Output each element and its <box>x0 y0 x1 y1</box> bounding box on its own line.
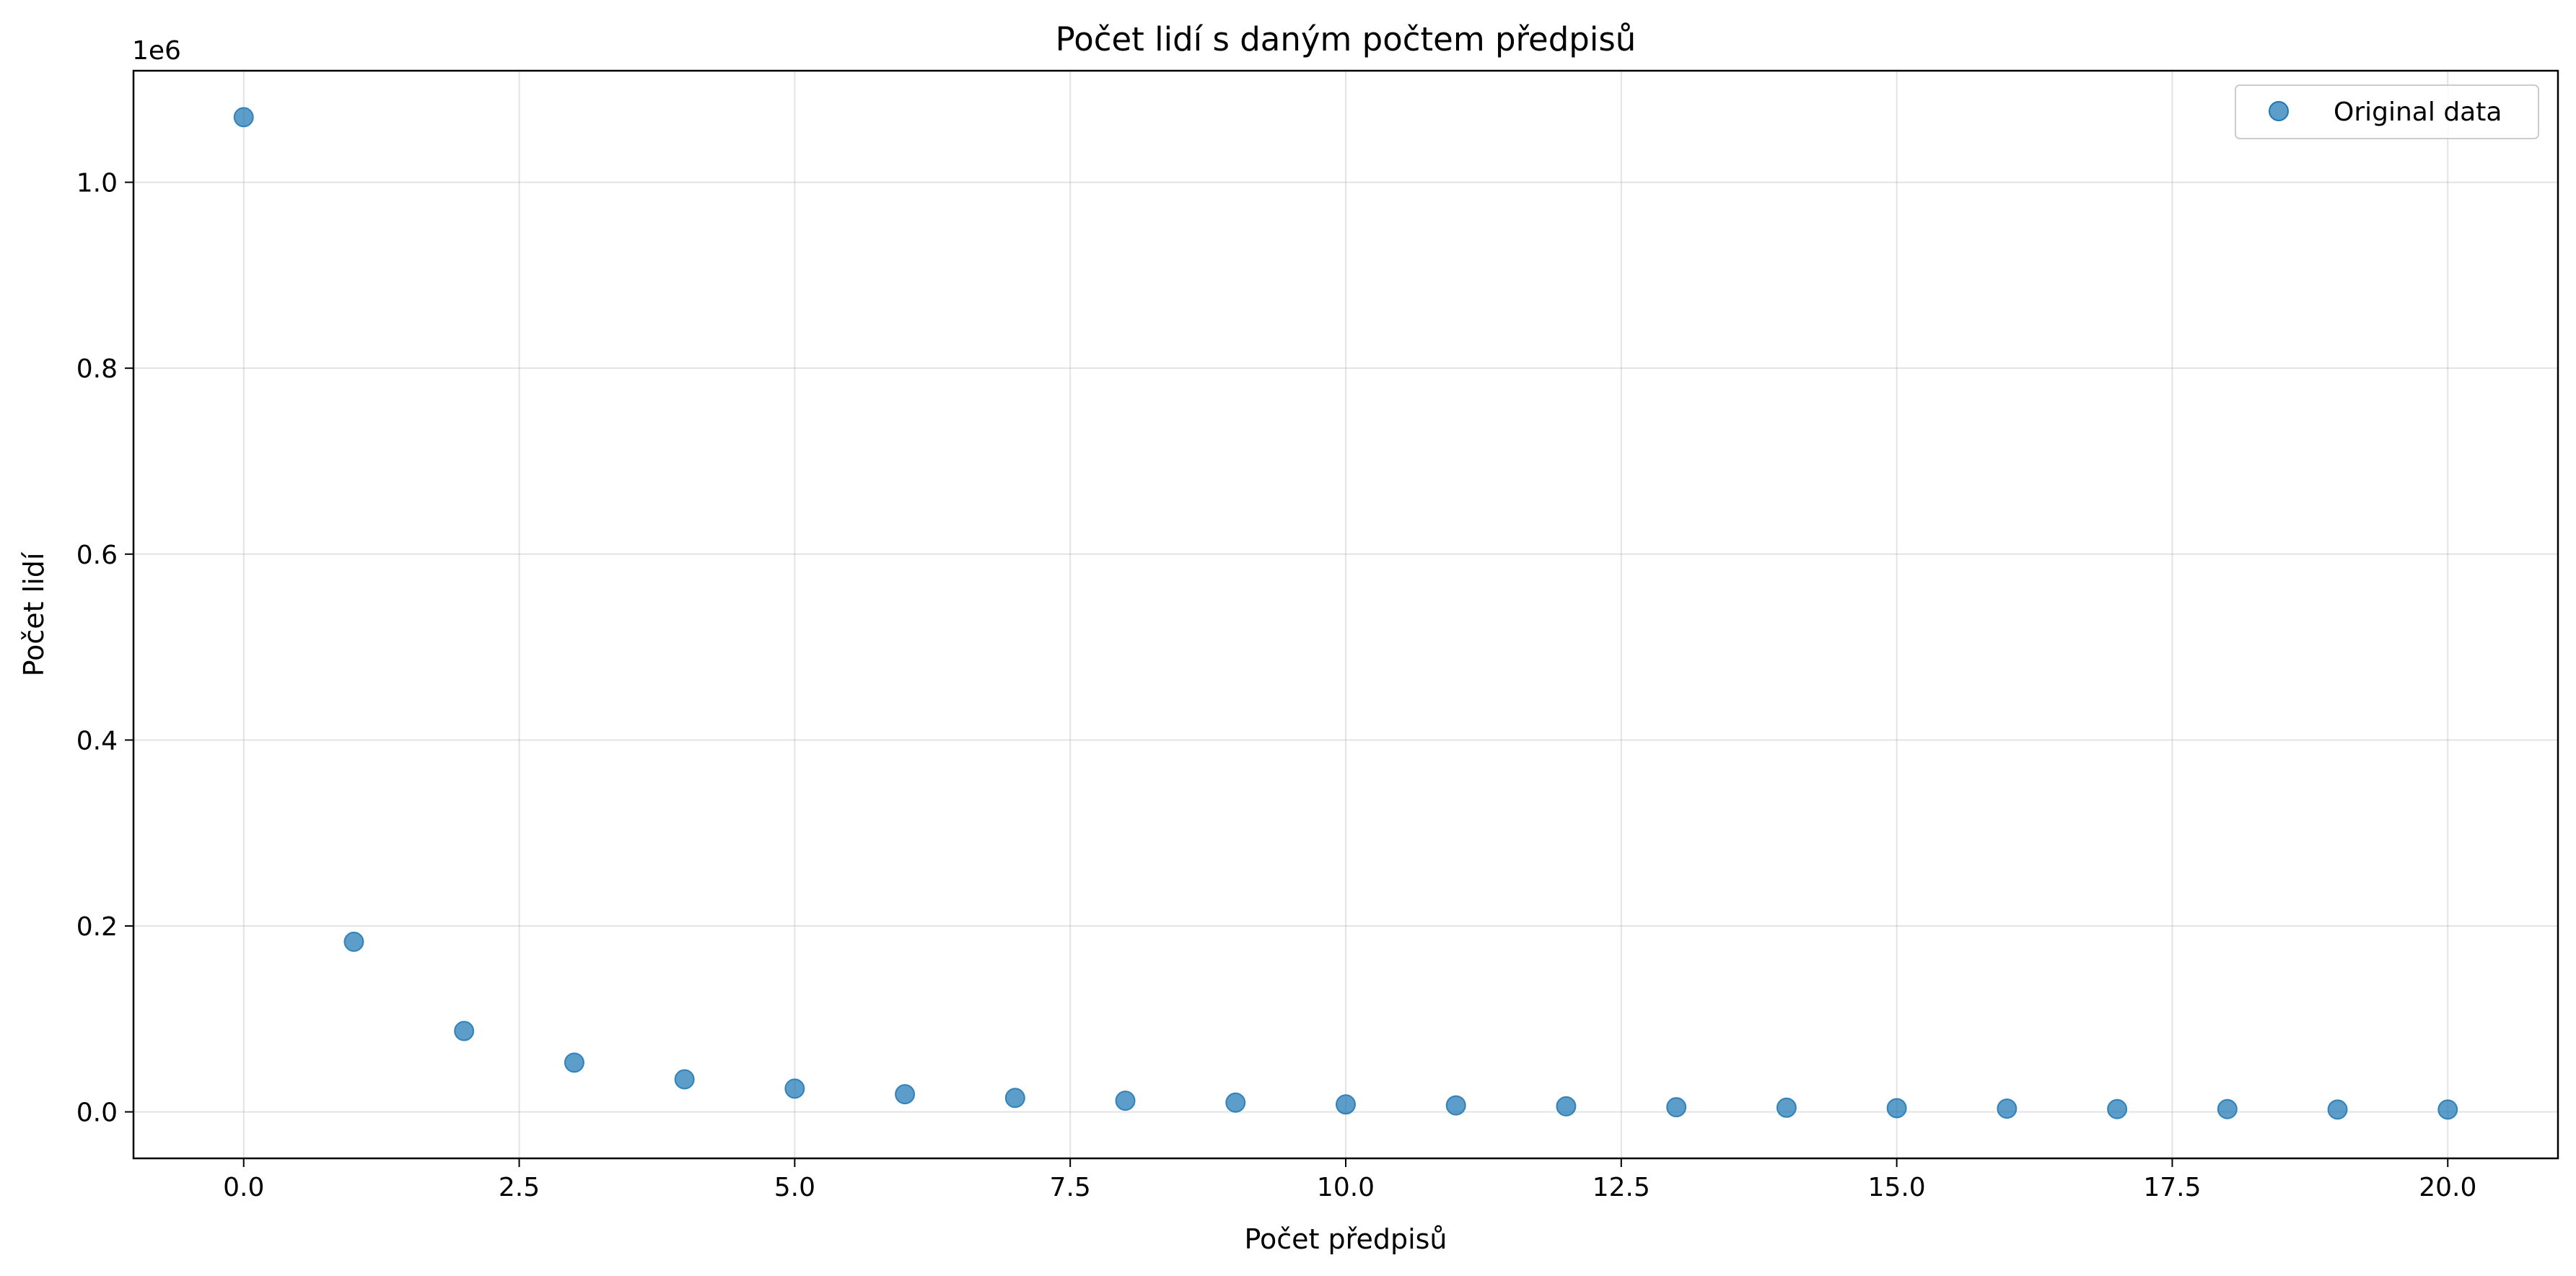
x-axis-label: Počet předpisů <box>1244 1223 1447 1255</box>
data-point <box>564 1052 584 1073</box>
data-point <box>1886 1098 1907 1119</box>
data-point <box>2437 1099 2458 1120</box>
x-tick-label: 15.0 <box>1868 1173 1926 1202</box>
legend-box <box>2235 84 2539 139</box>
x-tick-label: 17.5 <box>2143 1173 2201 1202</box>
data-point <box>2327 1099 2348 1120</box>
data-point <box>674 1069 695 1090</box>
data-point <box>233 107 254 128</box>
data-point <box>895 1084 916 1105</box>
x-tick-label: 12.5 <box>1593 1173 1650 1202</box>
data-point <box>2217 1098 2238 1119</box>
y-tick-label: 0.6 <box>76 541 118 570</box>
x-tick-label: 5.0 <box>774 1173 815 1202</box>
data-point <box>1997 1098 2018 1119</box>
legend: Original data <box>2235 84 2539 139</box>
x-tick-label: 7.5 <box>1050 1173 1091 1202</box>
data-point <box>1666 1097 1687 1118</box>
y-tick-label: 0.0 <box>76 1098 118 1128</box>
y-tick-label: 1.0 <box>76 169 118 198</box>
chart-title: Počet lidí s daným počtem předpisů <box>1056 20 1637 58</box>
data-point <box>454 1021 475 1041</box>
legend-marker <box>2269 101 2289 121</box>
data-point <box>1445 1095 1466 1116</box>
axis-ticks: 0.0 2.5 5.0 7.5 10.0 12.5 15.0 17.5 20.0 0.0 0.2 0.… <box>76 169 2477 1202</box>
data-point <box>1115 1091 1136 1111</box>
data-points <box>233 107 2458 1120</box>
y-tick-label: 0.4 <box>76 726 118 756</box>
y-axis-offset-label: 1e6 <box>132 36 181 66</box>
data-point <box>784 1078 805 1099</box>
data-point <box>1776 1097 1797 1118</box>
x-tick-label: 10.0 <box>1317 1173 1375 1202</box>
x-tick-label: 0.0 <box>223 1173 264 1202</box>
y-tick-label: 0.2 <box>76 912 118 942</box>
x-tick-label: 20.0 <box>2419 1173 2476 1202</box>
x-tick-label: 2.5 <box>499 1173 540 1202</box>
data-point <box>1336 1094 1356 1115</box>
data-point <box>1004 1088 1025 1109</box>
y-tick-label: 0.8 <box>76 354 118 384</box>
legend-label: Original data <box>2334 97 2502 127</box>
data-point <box>1556 1096 1577 1116</box>
data-point <box>1225 1092 1246 1113</box>
grid <box>133 71 2558 1158</box>
data-point <box>343 931 364 952</box>
data-point <box>2107 1098 2128 1119</box>
y-axis-label: Počet lidí <box>18 551 50 676</box>
